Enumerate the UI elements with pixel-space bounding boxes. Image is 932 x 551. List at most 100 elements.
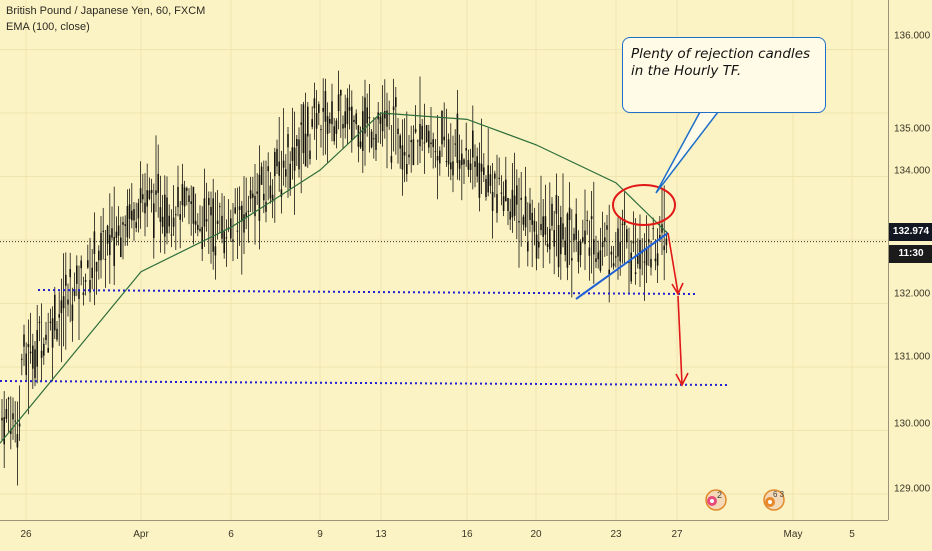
candle-body [533, 220, 536, 232]
candle-body [168, 215, 170, 227]
candle-body [36, 330, 38, 367]
candle-body [93, 231, 96, 255]
candle-body [304, 133, 307, 167]
candle-body [527, 241, 529, 252]
candle-body [573, 233, 575, 241]
candle-body [69, 269, 71, 278]
symbol-legend: British Pound / Japanese Yen, 60, FXCM [6, 5, 206, 17]
candle-body [199, 228, 201, 231]
candle-body [49, 321, 52, 323]
candle-body [362, 111, 364, 151]
candle-body [562, 223, 564, 240]
candle-body [538, 241, 540, 248]
candle-body [337, 94, 340, 112]
price-axis[interactable]: 136.000 135.000 134.000 132.000 131.000 … [888, 0, 932, 520]
time-axis[interactable]: 26 Apr 6 9 13 16 20 23 27 May 5 [0, 520, 888, 551]
candle-body [599, 250, 602, 271]
candle-body [201, 226, 203, 250]
candle-body [381, 113, 384, 132]
candle-body [634, 272, 637, 275]
candle-body [399, 135, 401, 149]
candle-body [582, 237, 584, 242]
candle-body [249, 190, 252, 199]
candle-body [535, 234, 538, 259]
price-tick-132: 132.000 [894, 288, 931, 300]
candle-body [300, 122, 302, 125]
candle-body [439, 150, 441, 164]
candle-body [67, 299, 69, 305]
candle-body [454, 143, 456, 145]
candle-body [245, 212, 247, 217]
time-tick-26: 26 [20, 529, 32, 540]
candle-body [100, 232, 102, 261]
candle-body [51, 318, 54, 348]
candle-body [386, 110, 388, 127]
candle-body [122, 222, 124, 225]
candle-body [258, 174, 261, 221]
dividend-event-icon[interactable]: 6 3 [760, 487, 790, 513]
candle-body [419, 123, 421, 147]
rejection-ellipse [612, 184, 676, 226]
annotation-callout[interactable]: Plenty of rejection candles in the Hourl… [622, 37, 826, 113]
candle-body [540, 224, 542, 231]
candle-body [447, 139, 450, 165]
time-tick-23: 23 [610, 529, 622, 540]
candle-body [395, 97, 397, 107]
candle-body [463, 159, 465, 165]
candle-body [111, 228, 113, 238]
candle-body [78, 289, 80, 299]
candle-body [441, 110, 443, 145]
price-tick-130: 130.000 [894, 418, 931, 430]
candle-body [423, 142, 426, 144]
candle-body [542, 216, 544, 237]
candle-body [223, 231, 225, 254]
candle-body [579, 241, 582, 256]
candle-body [113, 236, 115, 266]
candle-body [606, 225, 608, 230]
candle-body [472, 130, 474, 158]
candle-body [604, 237, 606, 242]
chart-area[interactable]: British Pound / Japanese Yen, 60, FXCM E… [0, 0, 888, 520]
candle-body [65, 274, 67, 286]
candle-body [353, 120, 355, 122]
candle-body [324, 91, 327, 122]
candle-body [487, 165, 489, 193]
time-tick-20: 20 [530, 529, 542, 540]
candle-body [71, 304, 74, 321]
candle-body [89, 280, 91, 293]
candle-body [29, 351, 32, 354]
candle-body [21, 358, 23, 360]
candle-body [7, 398, 10, 400]
candle-body [278, 161, 280, 176]
candle-body [522, 216, 525, 225]
candle-body [148, 190, 151, 199]
price-chart[interactable] [0, 0, 888, 520]
candle-body [23, 334, 25, 347]
bar-countdown-label: 11:30 [889, 245, 932, 263]
candle-body [549, 228, 551, 250]
candle-body [406, 163, 408, 175]
candle-body [241, 205, 243, 222]
candle-body [104, 258, 107, 260]
candle-body [58, 314, 60, 318]
candle-body [496, 194, 498, 213]
indicator-legend[interactable]: EMA (100, close) [6, 21, 90, 33]
price-tick-134: 134.000 [894, 165, 931, 177]
candle-body [210, 206, 212, 216]
earnings-event-icon[interactable]: 2 [702, 487, 732, 513]
candle-body [665, 238, 668, 246]
candle-body [643, 261, 646, 263]
candle-body [566, 213, 569, 268]
candle-body [597, 252, 599, 260]
candle-body [663, 245, 665, 251]
candle-body [590, 216, 593, 220]
candle-body [340, 89, 342, 96]
candle-body [296, 138, 298, 147]
candle-body [430, 142, 432, 145]
candle-body [45, 334, 47, 341]
candle-body [586, 219, 588, 221]
candle-body [3, 417, 5, 445]
candle-body [214, 246, 217, 256]
candle-body [219, 206, 221, 208]
candle-body [139, 188, 142, 204]
